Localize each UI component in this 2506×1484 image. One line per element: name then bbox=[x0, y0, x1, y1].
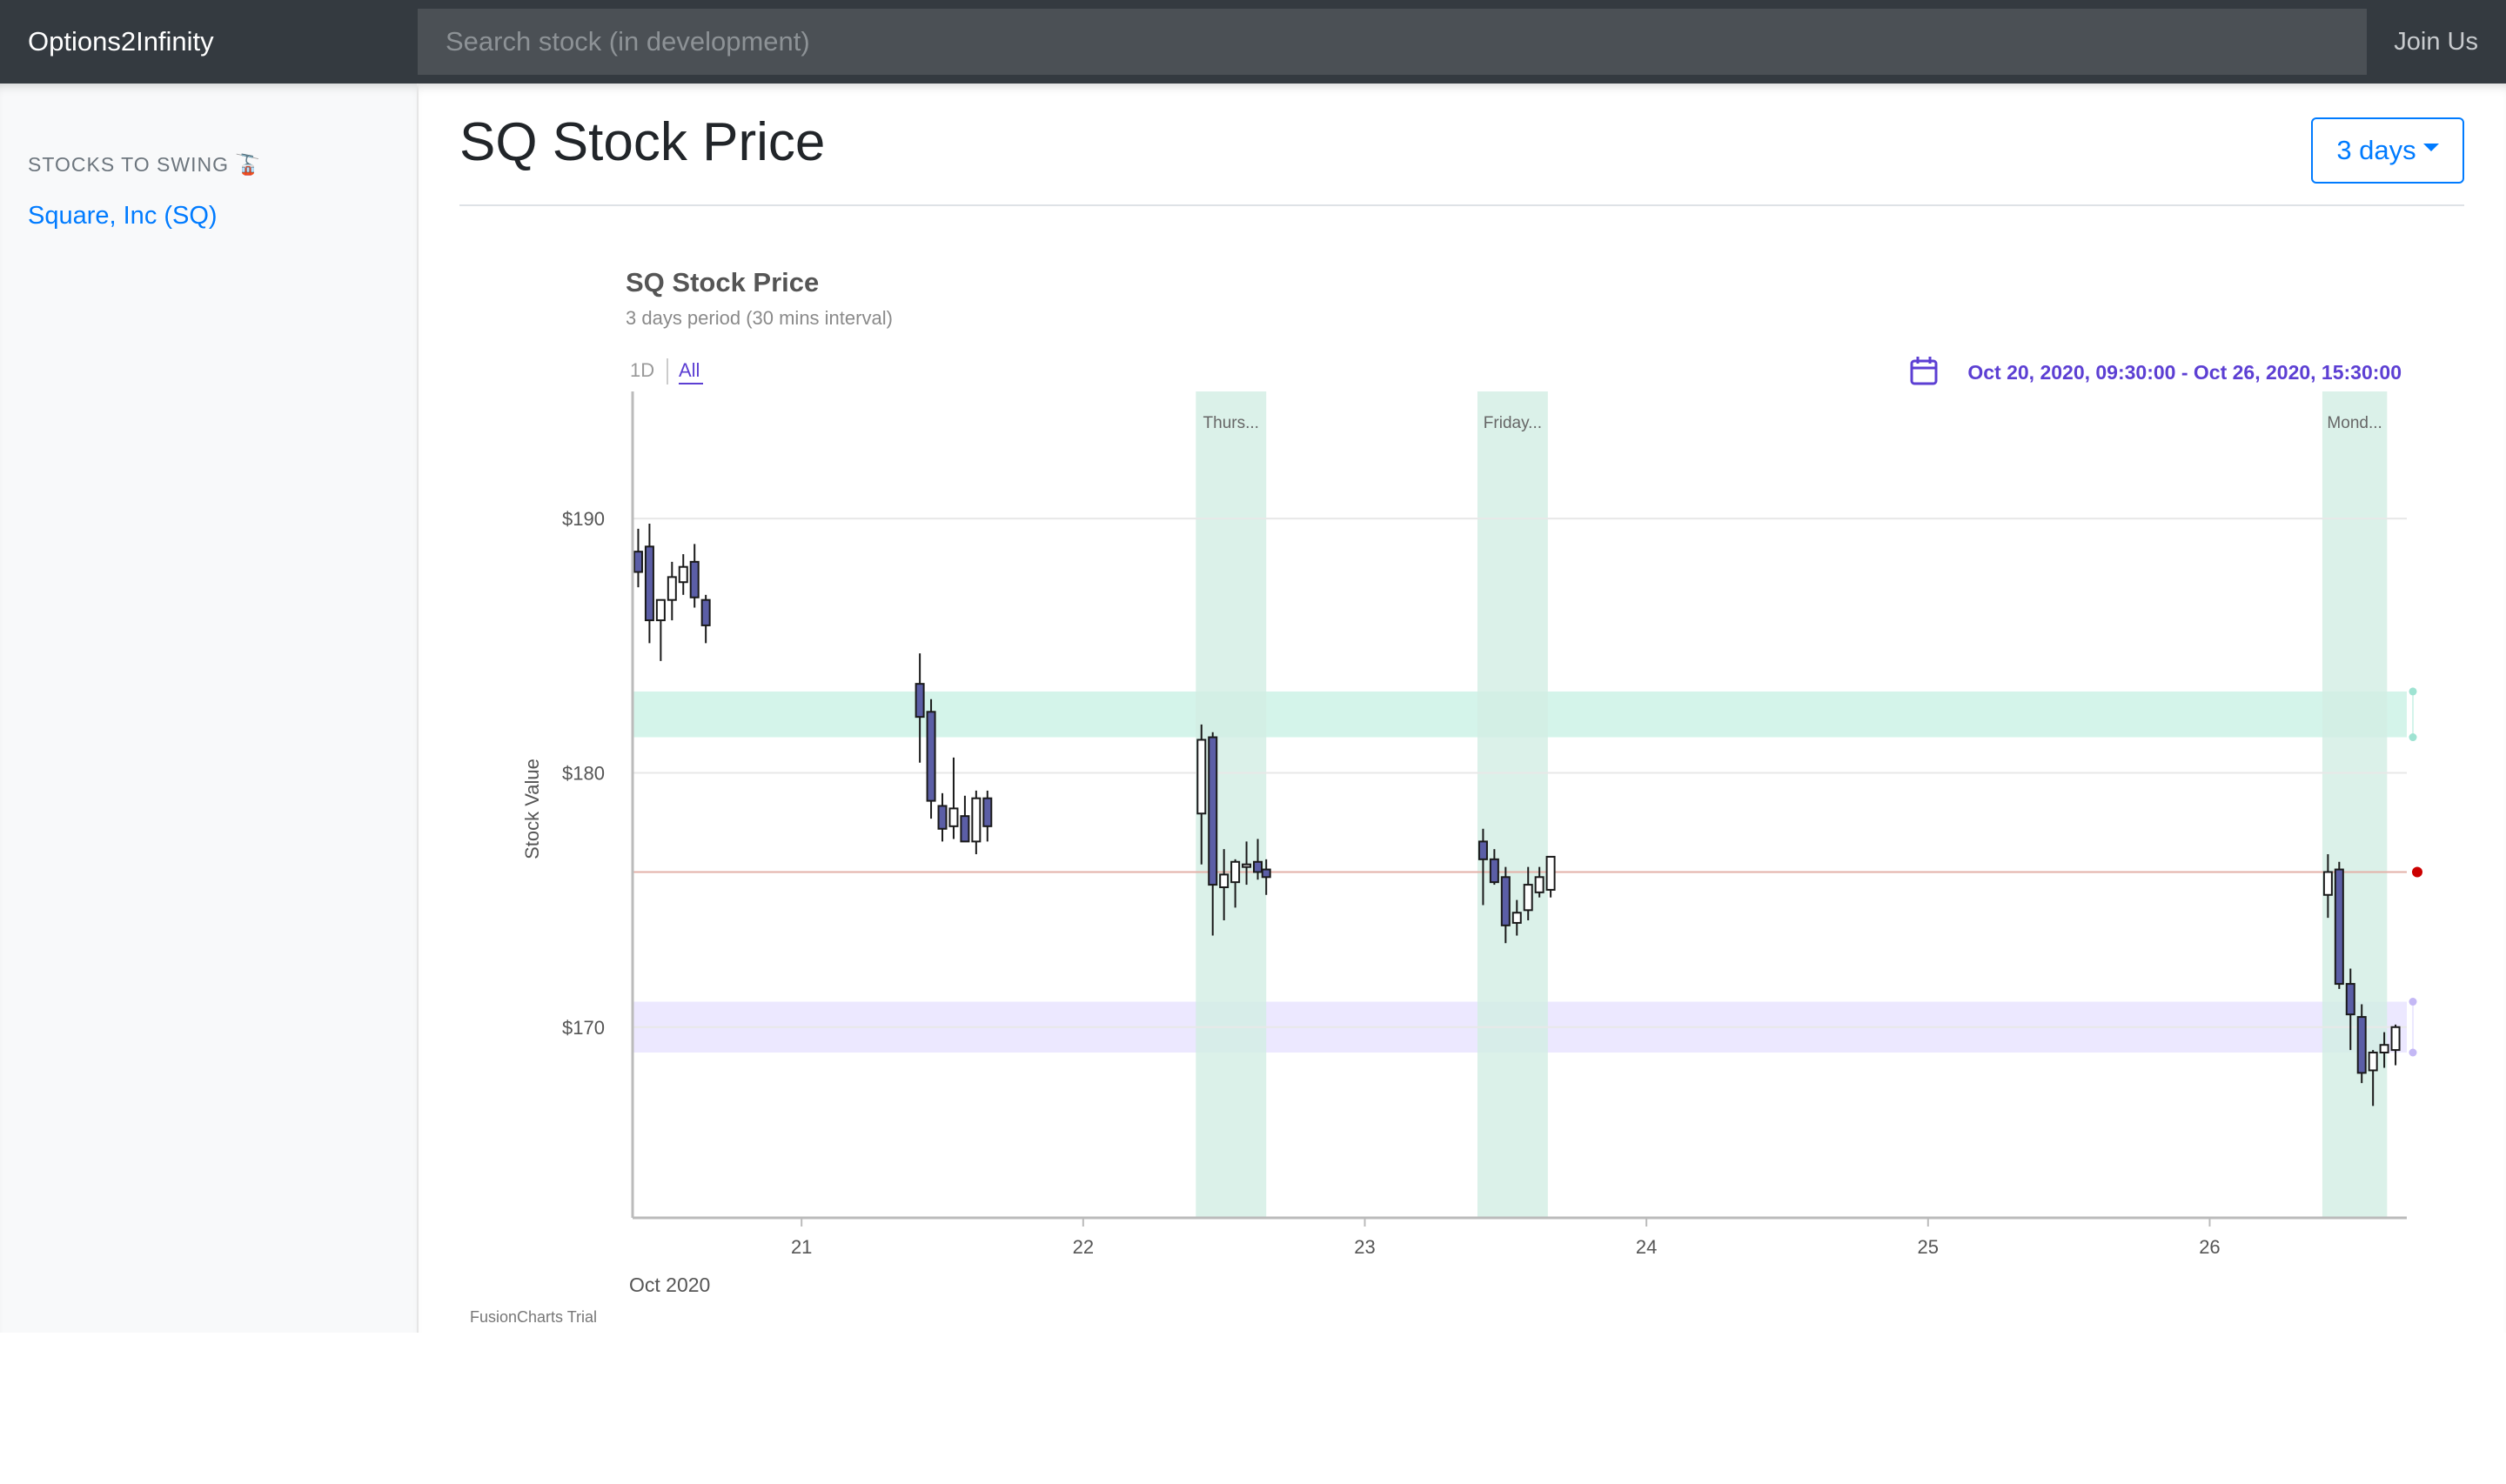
navbar-brand[interactable]: Options2Infinity bbox=[28, 26, 214, 57]
range-dropdown-button[interactable]: 3 days bbox=[2311, 117, 2464, 184]
sidebar-heading: STOCKS TO SWING 🚡 bbox=[28, 153, 262, 176]
date-range-label[interactable]: Oct 20, 2020, 09:30:00 - Oct 26, 2020, 1… bbox=[1967, 361, 2402, 384]
selector-all[interactable]: All bbox=[679, 359, 700, 381]
chevron-down-icon bbox=[2422, 143, 2439, 151]
navbar: Options2Infinity Join Us bbox=[0, 0, 2506, 84]
page-title: SQ Stock Price bbox=[459, 112, 826, 172]
sidebar-item-square-sq[interactable]: Square, Inc (SQ) bbox=[28, 202, 218, 230]
main-content bbox=[419, 84, 2506, 1333]
page-footer-area bbox=[0, 1333, 2506, 1484]
selector-1d[interactable]: 1D bbox=[630, 359, 654, 381]
range-dropdown-label: 3 days bbox=[2336, 135, 2416, 165]
join-us-link[interactable]: Join Us bbox=[2394, 28, 2478, 56]
sidebar: STOCKS TO SWING 🚡 Square, Inc (SQ) bbox=[0, 84, 419, 1333]
title-divider bbox=[459, 204, 2464, 206]
search-input[interactable] bbox=[418, 9, 2367, 75]
